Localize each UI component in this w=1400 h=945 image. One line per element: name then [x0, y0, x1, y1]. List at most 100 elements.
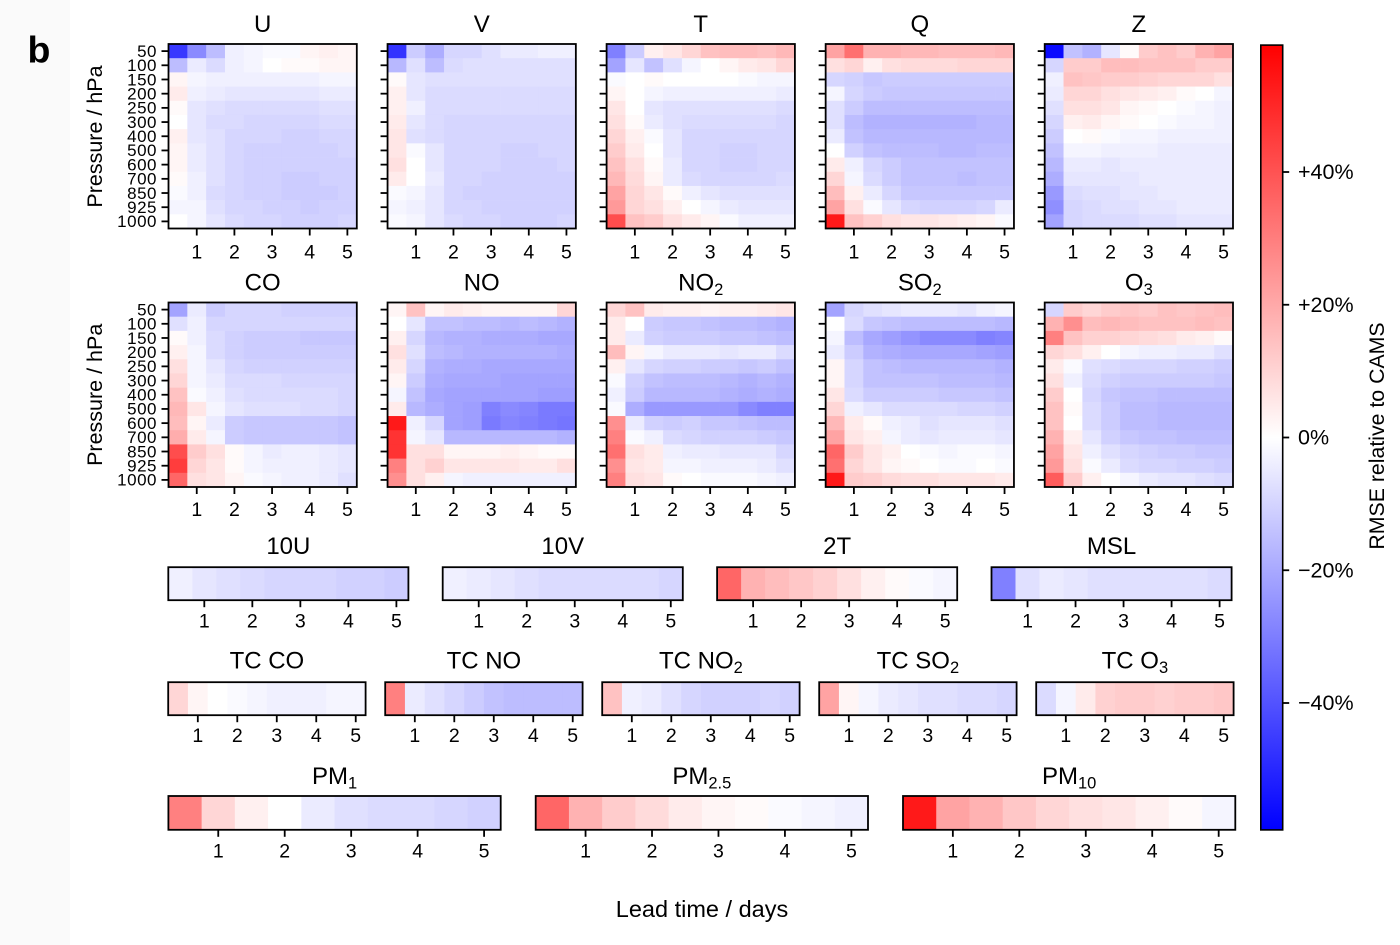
svg-text:5: 5	[846, 841, 857, 863]
svg-text:2: 2	[1014, 841, 1025, 863]
svg-text:TC CO: TC CO	[230, 648, 305, 675]
svg-text:4: 4	[1147, 841, 1158, 863]
svg-text:3: 3	[922, 725, 933, 747]
svg-text:4: 4	[892, 611, 903, 633]
svg-text:TC O3: TC O3	[1102, 648, 1169, 678]
svg-text:NO: NO	[464, 270, 500, 297]
svg-text:50: 50	[137, 300, 157, 319]
svg-text:2: 2	[448, 242, 459, 264]
svg-text:3: 3	[267, 499, 278, 521]
svg-text:1: 1	[626, 725, 637, 747]
svg-text:3: 3	[1143, 499, 1154, 521]
svg-text:2: 2	[666, 725, 677, 747]
svg-text:250: 250	[127, 99, 157, 118]
svg-text:4: 4	[1181, 242, 1192, 264]
svg-text:5: 5	[940, 611, 951, 633]
svg-text:1: 1	[848, 499, 859, 521]
svg-text:3: 3	[844, 611, 855, 633]
svg-text:U: U	[254, 11, 271, 38]
svg-text:TC SO2: TC SO2	[877, 648, 960, 678]
svg-text:5: 5	[1218, 242, 1229, 264]
svg-text:300: 300	[127, 371, 157, 390]
svg-text:1: 1	[199, 611, 210, 633]
svg-text:925: 925	[127, 457, 157, 476]
svg-text:1: 1	[947, 841, 958, 863]
svg-text:Pressure / hPa: Pressure / hPa	[83, 65, 107, 207]
svg-text:TC NO2: TC NO2	[659, 648, 743, 678]
svg-text:1: 1	[409, 725, 420, 747]
svg-text:2: 2	[521, 611, 532, 633]
svg-text:3: 3	[924, 242, 935, 264]
svg-text:1: 1	[410, 242, 421, 264]
svg-text:5: 5	[1214, 611, 1225, 633]
svg-text:4: 4	[1181, 499, 1192, 521]
svg-text:Z: Z	[1132, 11, 1147, 38]
svg-text:5: 5	[342, 242, 353, 264]
svg-text:700: 700	[127, 428, 157, 447]
svg-text:500: 500	[127, 141, 157, 160]
svg-text:5: 5	[780, 242, 791, 264]
svg-text:Q: Q	[910, 11, 929, 38]
svg-text:2: 2	[886, 242, 897, 264]
svg-text:2: 2	[883, 725, 894, 747]
svg-text:5: 5	[561, 499, 572, 521]
svg-text:3: 3	[924, 499, 935, 521]
svg-text:3: 3	[486, 242, 497, 264]
svg-text:CO: CO	[245, 270, 281, 297]
svg-text:3: 3	[1139, 725, 1150, 747]
svg-text:2: 2	[279, 841, 290, 863]
svg-text:1000: 1000	[117, 212, 157, 231]
svg-text:3: 3	[267, 242, 278, 264]
svg-text:3: 3	[705, 499, 716, 521]
svg-text:5: 5	[350, 725, 361, 747]
svg-text:100: 100	[127, 315, 157, 334]
svg-text:2: 2	[667, 242, 678, 264]
svg-text:4: 4	[1166, 611, 1177, 633]
svg-text:2: 2	[1105, 242, 1116, 264]
svg-text:1000: 1000	[117, 471, 157, 490]
svg-text:1: 1	[1022, 611, 1033, 633]
svg-text:3: 3	[713, 841, 724, 863]
svg-text:4: 4	[1179, 725, 1190, 747]
svg-text:2: 2	[229, 499, 240, 521]
svg-text:3: 3	[271, 725, 282, 747]
svg-text:250: 250	[127, 357, 157, 376]
svg-text:4: 4	[780, 841, 791, 863]
svg-text:4: 4	[961, 499, 972, 521]
svg-text:1: 1	[473, 611, 484, 633]
svg-text:500: 500	[127, 400, 157, 419]
svg-text:5: 5	[391, 611, 402, 633]
svg-text:1: 1	[843, 725, 854, 747]
svg-text:1: 1	[629, 499, 640, 521]
svg-text:10U: 10U	[266, 533, 310, 560]
svg-text:T: T	[693, 11, 708, 38]
svg-text:+40%: +40%	[1298, 160, 1354, 184]
svg-text:300: 300	[127, 113, 157, 132]
svg-text:4: 4	[745, 725, 756, 747]
svg-text:5: 5	[784, 725, 795, 747]
svg-text:Lead time / days: Lead time / days	[616, 896, 788, 922]
svg-text:RMSE relative to CAMS: RMSE relative to CAMS	[1365, 322, 1389, 549]
svg-text:5: 5	[342, 499, 353, 521]
svg-text:925: 925	[127, 198, 157, 217]
svg-text:MSL: MSL	[1087, 533, 1136, 560]
svg-text:1: 1	[192, 725, 203, 747]
svg-text:2: 2	[449, 725, 460, 747]
svg-text:Pressure / hPa: Pressure / hPa	[83, 324, 107, 466]
svg-text:1: 1	[748, 611, 759, 633]
svg-text:2: 2	[667, 499, 678, 521]
svg-text:3: 3	[486, 499, 497, 521]
svg-text:−40%: −40%	[1298, 691, 1354, 715]
svg-text:5: 5	[999, 242, 1010, 264]
svg-text:4: 4	[742, 499, 753, 521]
svg-text:TC NO: TC NO	[447, 648, 522, 675]
svg-text:2: 2	[1070, 611, 1081, 633]
svg-text:3: 3	[1080, 841, 1091, 863]
svg-text:4: 4	[742, 242, 753, 264]
svg-text:3: 3	[1143, 242, 1154, 264]
svg-text:1: 1	[629, 242, 640, 264]
svg-text:V: V	[474, 11, 490, 38]
svg-text:2: 2	[796, 611, 807, 633]
svg-text:3: 3	[488, 725, 499, 747]
svg-text:3: 3	[346, 841, 357, 863]
